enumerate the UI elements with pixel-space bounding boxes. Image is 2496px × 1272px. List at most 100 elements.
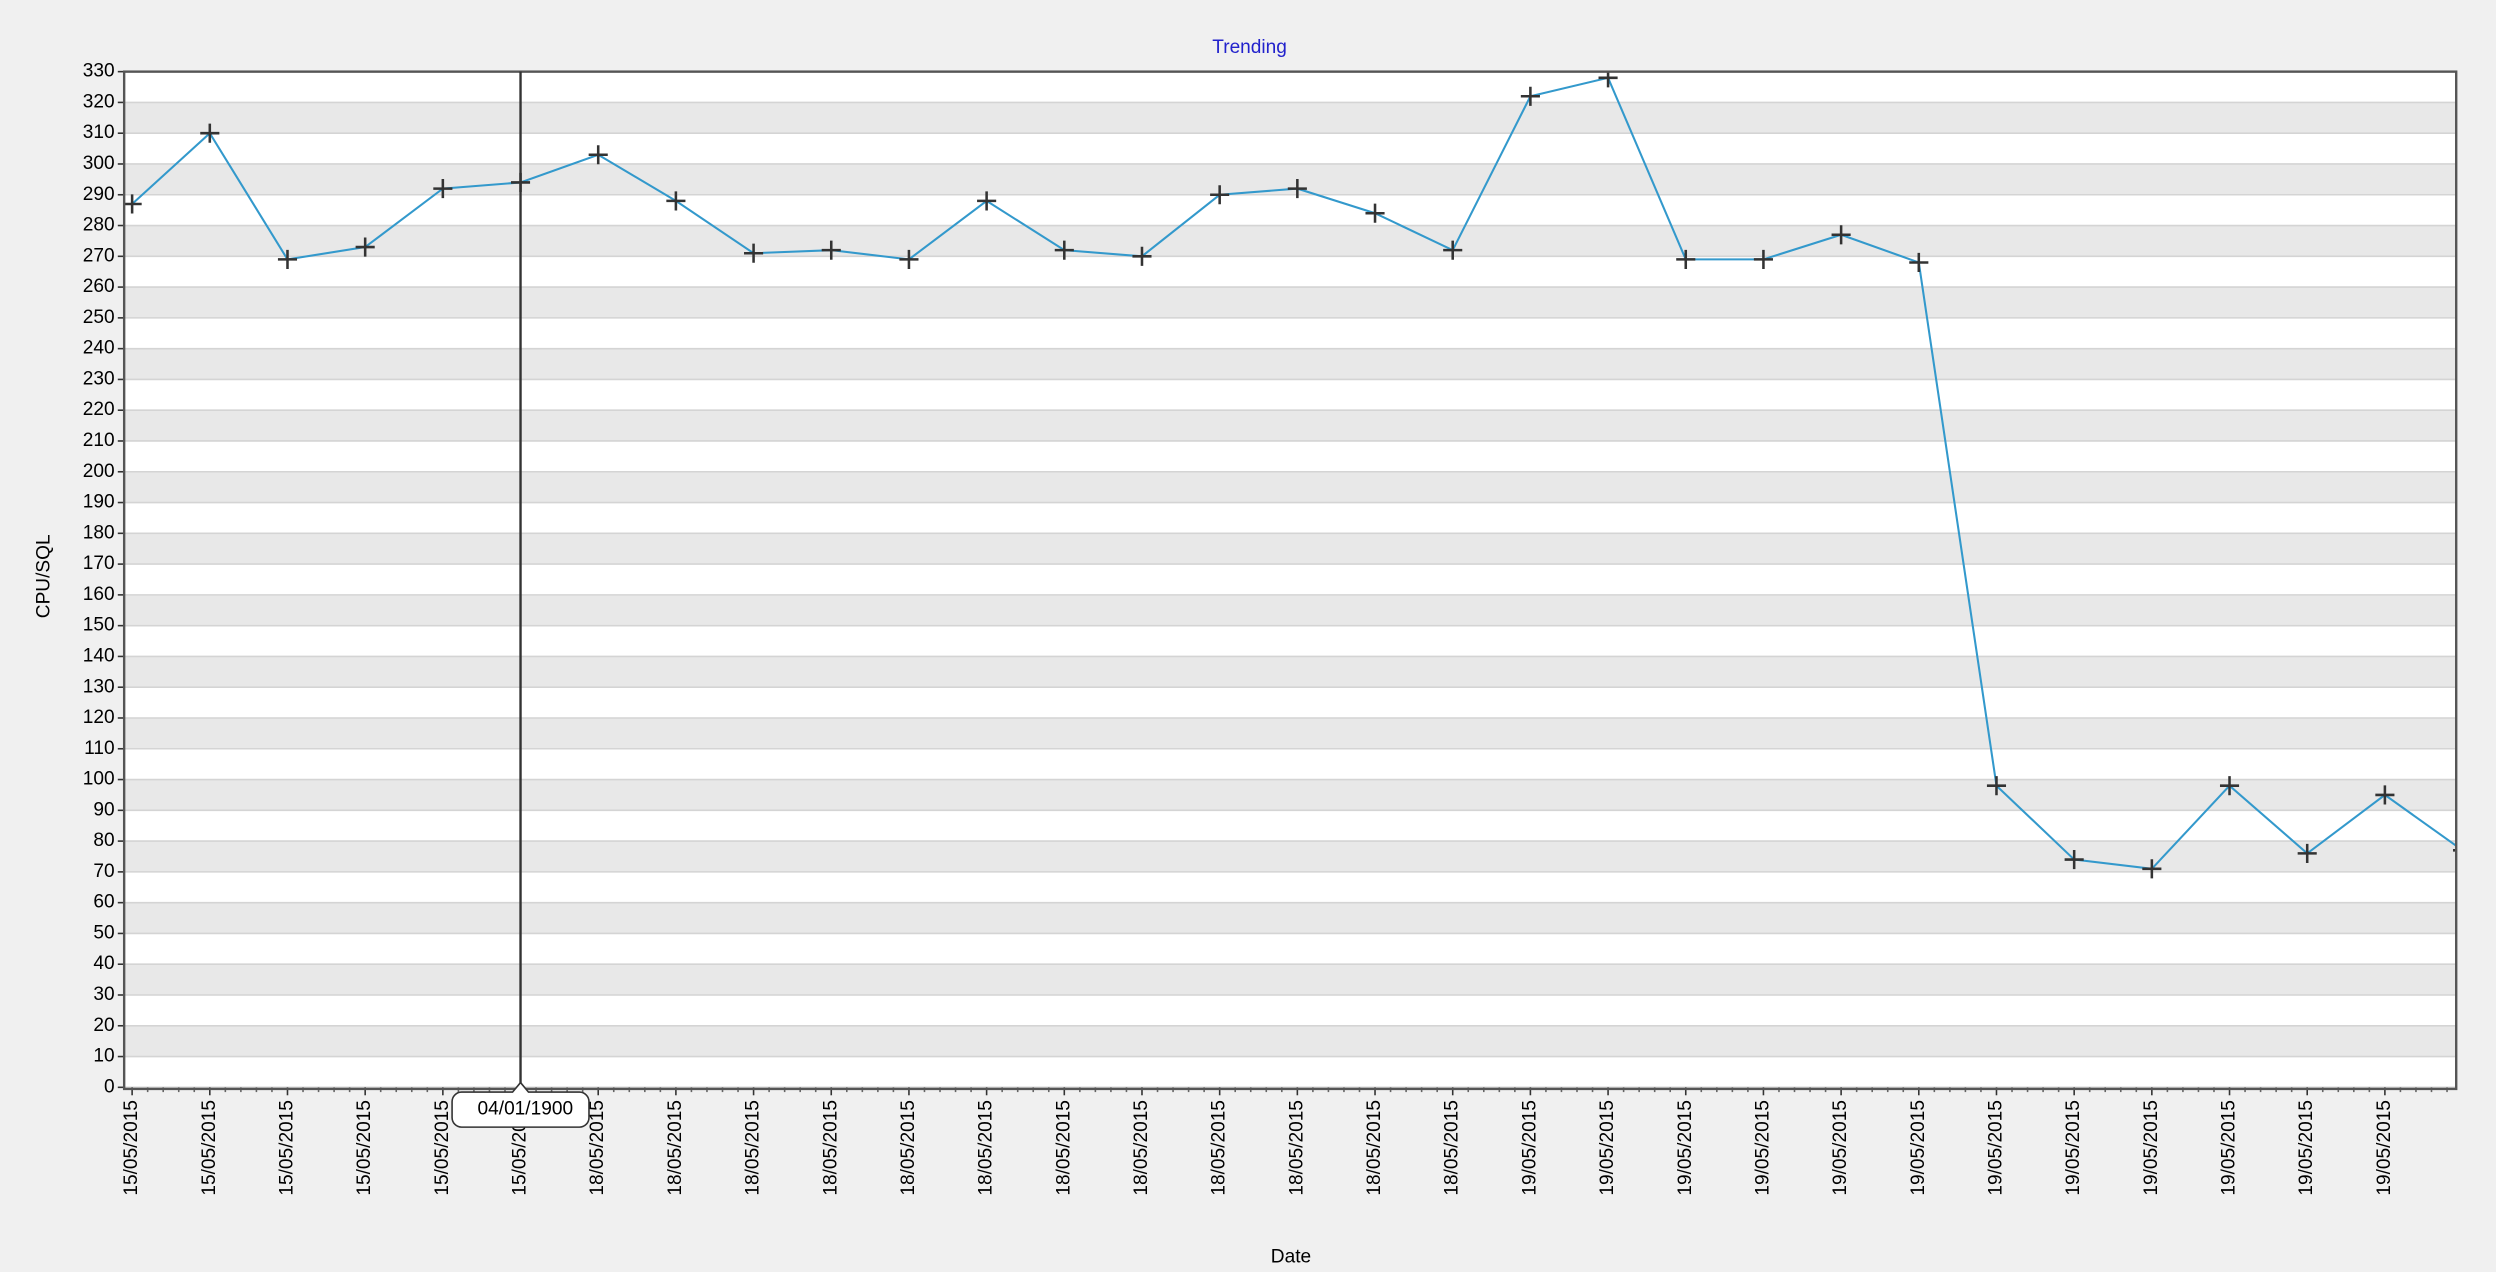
grid-band (124, 902, 2457, 934)
point-marker (1054, 240, 1074, 260)
x-tick-label: 19/05/2015 (2374, 1100, 2395, 1196)
y-tick-label: 170 (83, 553, 115, 574)
x-axis-label: Date (1271, 1247, 1311, 1268)
x-tick-label: 18/05/2015 (1053, 1100, 1074, 1196)
grid (124, 70, 2457, 1089)
x-tick-label: 19/05/2015 (2063, 1100, 2084, 1196)
point-marker (1210, 185, 1230, 205)
y-tick-label: 310 (83, 122, 115, 143)
y-tick-label: 130 (83, 676, 115, 697)
y-tick-label: 140 (83, 645, 115, 666)
x-tick-label: 19/05/2015 (2141, 1100, 2162, 1196)
y-tick-label: 290 (83, 184, 115, 205)
y-tick-label: 160 (83, 584, 115, 605)
point-marker (277, 249, 298, 269)
y-tick-label: 70 (93, 861, 114, 882)
grid-band (124, 471, 2457, 503)
grid-band (124, 717, 2457, 749)
y-tick-label: 40 (93, 953, 114, 974)
point-marker (744, 243, 764, 263)
y-tick-label: 30 (93, 984, 114, 1005)
x-tick-label: 19/05/2015 (2219, 1100, 2240, 1196)
y-tick-label: 230 (83, 368, 115, 389)
x-tick-label: 19/05/2015 (1830, 1100, 1851, 1196)
x-tick-label: 18/05/2015 (665, 1100, 686, 1196)
y-axis-label: CPU/SQL (34, 534, 55, 618)
y-tick-label: 330 (83, 61, 115, 82)
point-marker (1520, 86, 1540, 106)
x-tick-label: 18/05/2015 (820, 1100, 841, 1196)
y-tick-label: 180 (83, 522, 115, 543)
x-tick-label: 18/05/2015 (1364, 1100, 1385, 1196)
grid-band (124, 410, 2457, 441)
cursor-tooltip (451, 1081, 590, 1128)
x-tick-label: 19/05/2015 (1675, 1100, 1696, 1196)
point-marker (200, 123, 220, 143)
y-tick-label: 220 (83, 399, 115, 420)
y-tick-label: 260 (83, 276, 115, 297)
grid-band (124, 102, 2457, 134)
grid-band (124, 1025, 2457, 1057)
y-tick-label: 10 (93, 1046, 114, 1067)
point-marker (2297, 843, 2317, 863)
grid-band (124, 348, 2457, 380)
grid-band (124, 225, 2457, 257)
point-marker (433, 179, 453, 199)
x-tick-label: 19/05/2015 (1597, 1100, 1618, 1196)
x-tick-label: 19/05/2015 (1752, 1100, 1773, 1196)
grid-band (124, 533, 2457, 565)
point-marker (1365, 203, 1385, 223)
point-marker (1132, 246, 1152, 266)
x-tick-label: 19/05/2015 (1986, 1100, 2007, 1196)
x-tick-label: 18/05/2015 (1286, 1100, 1307, 1196)
grid-band (124, 964, 2457, 995)
cursor: 04/01/1900 (451, 71, 590, 1128)
y-tick-label: 120 (83, 707, 115, 728)
point-marker (1287, 179, 1307, 199)
y-tick-label: 280 (83, 215, 115, 236)
grid-band (124, 779, 2457, 811)
y-tick-label: 150 (83, 615, 115, 636)
y-tick-label: 50 (93, 922, 114, 943)
point-marker (899, 249, 919, 269)
x-tick-label: 15/05/2015 (354, 1100, 375, 1196)
point-marker (1909, 252, 1929, 273)
x-tick-label: 18/05/2015 (898, 1100, 919, 1196)
y-tick-label: 190 (83, 492, 115, 513)
point-marker (666, 191, 686, 211)
chart-title: Trending (1212, 37, 1287, 58)
point-marker (1676, 249, 1696, 269)
point-marker (1831, 225, 1851, 245)
x-tick-label: 18/05/2015 (1442, 1100, 1463, 1196)
y-tick-label: 240 (83, 338, 115, 359)
y-tick-label: 250 (83, 307, 115, 328)
y-tick-label: 300 (83, 153, 115, 174)
y-tick-label: 60 (93, 892, 114, 913)
x-tick-label: 19/05/2015 (1519, 1100, 1540, 1196)
x-tick-label: 15/05/2015 (432, 1100, 453, 1196)
point-marker (355, 237, 375, 257)
x-tick-label: 15/05/2015 (199, 1100, 220, 1196)
ticks: 0 10 20 30 40 50 60 70 80 90 100 110 120 130 140 150 160… (83, 61, 2448, 1196)
x-tick-label: 19/05/2015 (1908, 1100, 1929, 1196)
point-marker (1986, 776, 2007, 796)
x-tick-label: 18/05/2015 (1131, 1100, 1152, 1196)
x-tick-label: 15/05/2015 (277, 1100, 298, 1196)
y-tick-label: 90 (93, 799, 114, 820)
point-marker (1598, 71, 1618, 88)
x-tick-label: 19/05/2015 (2296, 1100, 2317, 1196)
point-marker (2375, 785, 2395, 805)
x-tick-label: 18/05/2015 (743, 1100, 764, 1196)
y-tick-label: 210 (83, 430, 115, 451)
grid-band (124, 656, 2457, 688)
point-marker (1443, 240, 1463, 260)
y-tick-label: 320 (83, 91, 115, 112)
y-tick-label: 200 (83, 461, 115, 482)
point-marker (1753, 249, 1773, 269)
point-marker (821, 240, 841, 260)
plot-bands (124, 71, 2457, 1088)
y-tick-label: 100 (83, 769, 115, 790)
cursor-label: 04/01/1900 (478, 1099, 574, 1120)
